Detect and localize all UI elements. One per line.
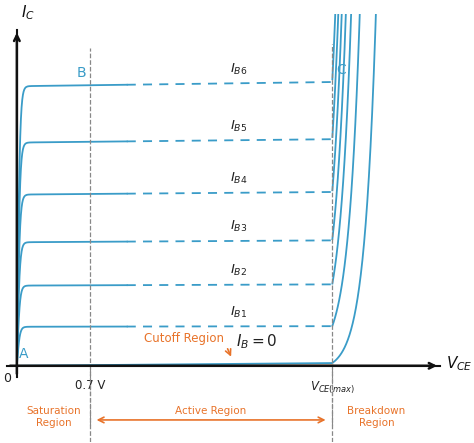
Text: Breakdown
Region: Breakdown Region <box>347 406 406 428</box>
Text: $I_{B2}$: $I_{B2}$ <box>230 263 247 278</box>
Text: 0.7 V: 0.7 V <box>75 379 105 392</box>
Text: $I_B = 0$: $I_B = 0$ <box>236 332 278 351</box>
Text: $I_{B3}$: $I_{B3}$ <box>230 219 248 234</box>
Text: $I_{B4}$: $I_{B4}$ <box>230 171 248 187</box>
Text: $I_{B5}$: $I_{B5}$ <box>230 119 247 134</box>
Text: $V_{CE}$: $V_{CE}$ <box>446 354 472 373</box>
Text: C: C <box>336 62 346 77</box>
Text: Saturation
Region: Saturation Region <box>26 406 81 428</box>
Text: A: A <box>19 347 28 361</box>
Text: $I_C$: $I_C$ <box>21 3 36 22</box>
Text: $I_{B6}$: $I_{B6}$ <box>230 62 248 77</box>
Text: Active Region: Active Region <box>175 406 246 416</box>
Text: 0: 0 <box>3 372 11 385</box>
Text: B: B <box>76 66 86 80</box>
Text: $V_{CE(max)}$: $V_{CE(max)}$ <box>310 379 355 396</box>
Text: $I_{B1}$: $I_{B1}$ <box>230 305 247 320</box>
Text: Cutoff Region: Cutoff Region <box>144 332 224 345</box>
